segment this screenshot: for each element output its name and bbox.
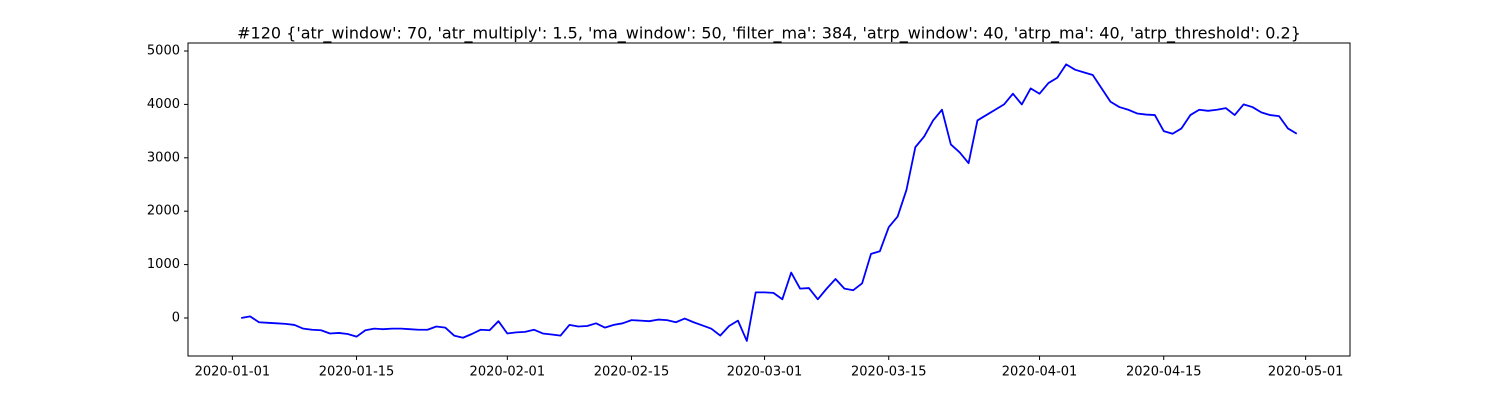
y-tick-label: 5000 [147, 44, 180, 59]
data-line [241, 63, 1298, 342]
y-tick-label: 1000 [147, 257, 180, 272]
y-tick-label: 0 [172, 310, 180, 325]
x-tick-label: 2020-02-15 [594, 365, 670, 380]
x-tick-label: 2020-03-15 [851, 365, 927, 380]
x-tick-label: 2020-01-01 [195, 365, 271, 380]
x-tick-label: 2020-04-01 [1002, 365, 1078, 380]
chart-title: #120 {'atr_window': 70, 'atr_multiply': … [237, 24, 1301, 44]
y-tick-label: 4000 [147, 97, 180, 112]
x-tick-label: 2020-05-01 [1268, 365, 1344, 380]
y-tick-label: 2000 [147, 204, 180, 219]
x-tick-label: 2020-01-15 [319, 365, 395, 380]
plot-frame [187, 42, 1351, 357]
x-tick-label: 2020-02-01 [470, 365, 546, 380]
x-tick-label: 2020-04-15 [1126, 365, 1202, 380]
y-tick-label: 3000 [147, 150, 180, 165]
x-tick-label: 2020-03-01 [727, 365, 803, 380]
